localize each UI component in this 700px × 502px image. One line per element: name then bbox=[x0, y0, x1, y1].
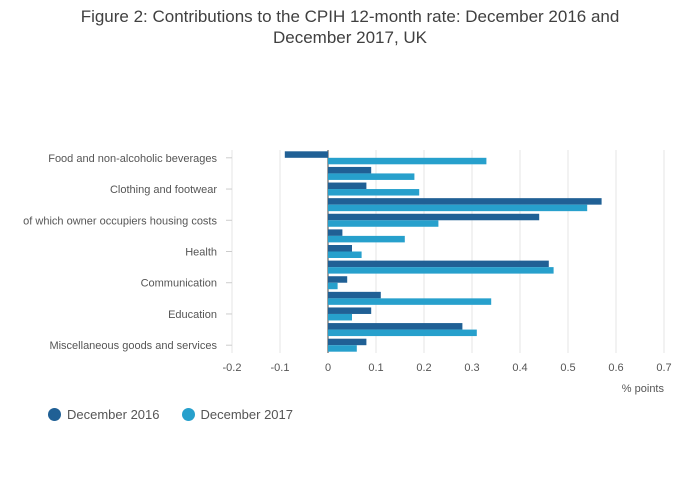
x-tick-label-1: -0.1 bbox=[271, 362, 290, 374]
bar-dec-2017-row-8 bbox=[328, 282, 338, 290]
x-tick-label-4: 0.2 bbox=[416, 362, 431, 374]
x-tick-label-3: 0.1 bbox=[368, 362, 383, 374]
bar-dec-2017-row-3 bbox=[328, 204, 588, 212]
bar-dec-2016-row-2 bbox=[328, 182, 367, 190]
bar-dec-2016-row-0 bbox=[284, 151, 328, 158]
bar-dec-2016-row-11 bbox=[328, 323, 463, 330]
bar-dec-2016-row-12 bbox=[328, 338, 367, 346]
category-label-3: Health bbox=[185, 247, 217, 259]
bar-dec-2017-row-1 bbox=[328, 173, 415, 180]
bar-dec-2017-row-9 bbox=[328, 298, 492, 305]
bar-dec-2017-row-2 bbox=[328, 189, 420, 196]
x-axis-title: % points bbox=[622, 383, 665, 395]
category-label-2: of which owner occupiers housing costs bbox=[23, 215, 217, 227]
legend: December 2016 December 2017 bbox=[48, 407, 293, 422]
x-tick-label-5: 0.3 bbox=[464, 362, 479, 374]
category-label-6: Miscellaneous goods and services bbox=[49, 340, 217, 352]
bar-dec-2017-row-10 bbox=[328, 313, 352, 321]
bar-dec-2016-row-10 bbox=[328, 307, 372, 314]
chart-title: Figure 2: Contributions to the CPIH 12-m… bbox=[0, 6, 700, 48]
bar-dec-2016-row-9 bbox=[328, 291, 381, 299]
bar-chart: -0.2 -0.1 0 0.1 0.2 0.3 0.4 0.5 0.6 0.7 % points Fo… bbox=[23, 150, 672, 395]
category-label-4: Communication bbox=[141, 278, 217, 290]
bar-dec-2017-row-11 bbox=[328, 329, 477, 337]
chart-title-line2: December 2017, UK bbox=[272, 28, 428, 47]
category-label-0: Food and non-alcoholic beverages bbox=[48, 153, 217, 165]
bar-dec-2016-row-1 bbox=[328, 166, 372, 174]
bar-dec-2016-row-7 bbox=[328, 260, 549, 268]
x-tick-label-7: 0.5 bbox=[560, 362, 575, 374]
legend-swatch-dec-2017 bbox=[181, 408, 195, 421]
category-label-5: Education bbox=[168, 309, 217, 321]
bar-dec-2016-row-4 bbox=[328, 213, 540, 221]
category-label-1: Clothing and footwear bbox=[110, 184, 217, 196]
bar-dec-2017-row-12 bbox=[328, 345, 357, 352]
bar-dec-2016-row-5 bbox=[328, 229, 343, 236]
chart-title-line1: Figure 2: Contributions to the CPIH 12-m… bbox=[80, 7, 620, 26]
bar-dec-2017-row-0 bbox=[328, 157, 487, 165]
legend-item-dec-2017[interactable]: December 2017 bbox=[181, 407, 294, 422]
legend-swatch-dec-2016 bbox=[48, 408, 61, 421]
bar-dec-2017-row-7 bbox=[328, 267, 554, 274]
legend-label-dec-2017: December 2017 bbox=[200, 407, 294, 422]
x-tick-label-8: 0.6 bbox=[608, 362, 623, 374]
x-tick-label-6: 0.4 bbox=[512, 362, 527, 374]
x-tick-label-2: 0 bbox=[325, 362, 331, 374]
bar-dec-2016-row-6 bbox=[328, 245, 352, 252]
bar-dec-2017-row-4 bbox=[328, 220, 439, 227]
x-tick-label-0: -0.2 bbox=[223, 362, 242, 374]
bar-dec-2016-row-3 bbox=[328, 198, 602, 205]
bar-dec-2016-row-8 bbox=[328, 276, 348, 283]
legend-item-dec-2016[interactable]: December 2016 bbox=[48, 407, 160, 422]
legend-label-dec-2016: December 2016 bbox=[67, 407, 160, 422]
x-tick-label-9: 0.7 bbox=[656, 362, 671, 374]
bar-dec-2017-row-5 bbox=[328, 235, 405, 243]
bar-dec-2017-row-6 bbox=[328, 251, 362, 258]
